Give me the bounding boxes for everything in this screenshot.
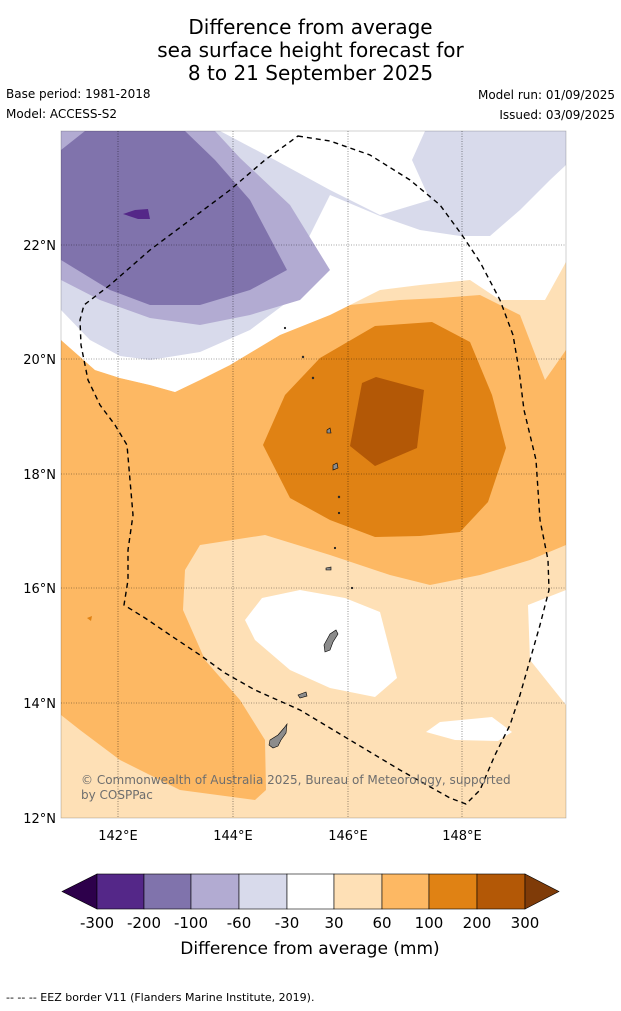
lat-label-22: 22°N (23, 239, 56, 254)
gridlines (61, 131, 566, 818)
colorbar-tick-3: -60 (227, 914, 252, 932)
shade-neg-300-200 (123, 209, 150, 219)
colorbar-tick-9: 300 (511, 914, 540, 932)
copyright-line-2: by COSPPac (81, 788, 153, 802)
issued-label: Issued: 03/09/2025 (499, 108, 615, 122)
colorbar (61, 873, 560, 910)
island-guam (268, 722, 288, 749)
colorbar-label: Difference from average (mm) (180, 939, 439, 959)
colorbar-swatch-200-300 (476, 873, 526, 910)
colorbar-swatch-neg-200-100 (143, 873, 192, 910)
lat-label-18: 18°N (23, 468, 56, 483)
model-label: Model: ACCESS-S2 (6, 107, 118, 121)
island-small-2 (301, 355, 305, 359)
colorbar-swatch-neg-100-60 (190, 873, 240, 910)
lon-label-142: 142°E (98, 829, 138, 844)
colorbar-tick-7: 100 (415, 914, 444, 932)
shade-200-300 (350, 377, 424, 466)
island-small-4 (337, 495, 341, 499)
copyright-line-1: © Commonwealth of Australia 2025, Bureau… (81, 773, 511, 787)
colorbar-below-min (61, 873, 98, 910)
model-run-label: Model run: 01/09/2025 (477, 88, 615, 102)
base-period-label: Base period: 1981-2018 (6, 87, 151, 101)
eez-footnote: -- -- -- EEZ border V11 (Flanders Marine… (6, 991, 315, 1004)
island-small-3 (283, 326, 287, 330)
colorbar-swatch-neg-300-200 (96, 873, 145, 910)
title-line-3: 8 to 21 September 2025 (187, 61, 434, 85)
colorbar-tick-8: 200 (463, 914, 492, 932)
colorbar-tick-6: 60 (372, 914, 391, 932)
chart-title: Difference from average sea surface heig… (0, 16, 621, 85)
shade-neg-200-100 (61, 131, 287, 305)
island-small-6 (333, 546, 337, 550)
lat-label-16: 16°N (23, 582, 56, 597)
colorbar-swatch-neutral (286, 873, 335, 910)
lat-labels: 22°N 20°N 18°N 16°N 14°N 12°N (23, 239, 56, 827)
lon-label-146: 146°E (328, 829, 368, 844)
island-agrihan (326, 427, 332, 434)
title-line-2: sea surface height forecast for (157, 38, 464, 62)
eez-border (79, 135, 550, 805)
colorbar-above-max (524, 873, 560, 910)
island-pagan (332, 462, 339, 471)
colorbar-swatch-30-60 (333, 873, 383, 910)
colorbar-tick-0: -300 (80, 914, 114, 932)
lon-labels: 142°E 144°E 146°E 148°E (98, 829, 482, 844)
island-anatahan (325, 566, 332, 571)
map-frame (60, 130, 567, 819)
copyright-note: © Commonwealth of Australia 2025, Bureau… (81, 773, 511, 802)
map-panel (61, 131, 566, 818)
colorbar-tick-4: -30 (275, 914, 300, 932)
island-saipan (323, 629, 339, 653)
colorbar-ticks: -300 -200 -100 -60 -30 30 60 100 200 300 (80, 914, 539, 932)
shade-small-orange-west (87, 616, 92, 621)
colorbar-tick-5: 30 (324, 914, 343, 932)
colorbar-swatch-100-200 (428, 873, 478, 910)
island-rota (297, 691, 308, 699)
lon-label-144: 144°E (213, 829, 253, 844)
island-small-1 (311, 376, 315, 380)
colorbar-tick-2: -100 (174, 914, 208, 932)
colorbar-swatch-neg-60-30 (238, 873, 288, 910)
shade-neutral-east (528, 590, 566, 705)
lat-label-12: 12°N (23, 812, 56, 827)
island-small-5 (337, 511, 341, 515)
lat-label-20: 20°N (23, 353, 56, 368)
island-small-7 (350, 586, 354, 590)
title-line-1: Difference from average (188, 15, 433, 39)
colorbar-tick-1: -200 (127, 914, 161, 932)
shade-neutral-south (426, 717, 512, 741)
shade-neutral-central (245, 590, 397, 697)
lon-label-148: 148°E (442, 829, 482, 844)
lat-label-14: 14°N (23, 697, 56, 712)
colorbar-swatch-60-100 (381, 873, 430, 910)
islands (268, 326, 354, 749)
